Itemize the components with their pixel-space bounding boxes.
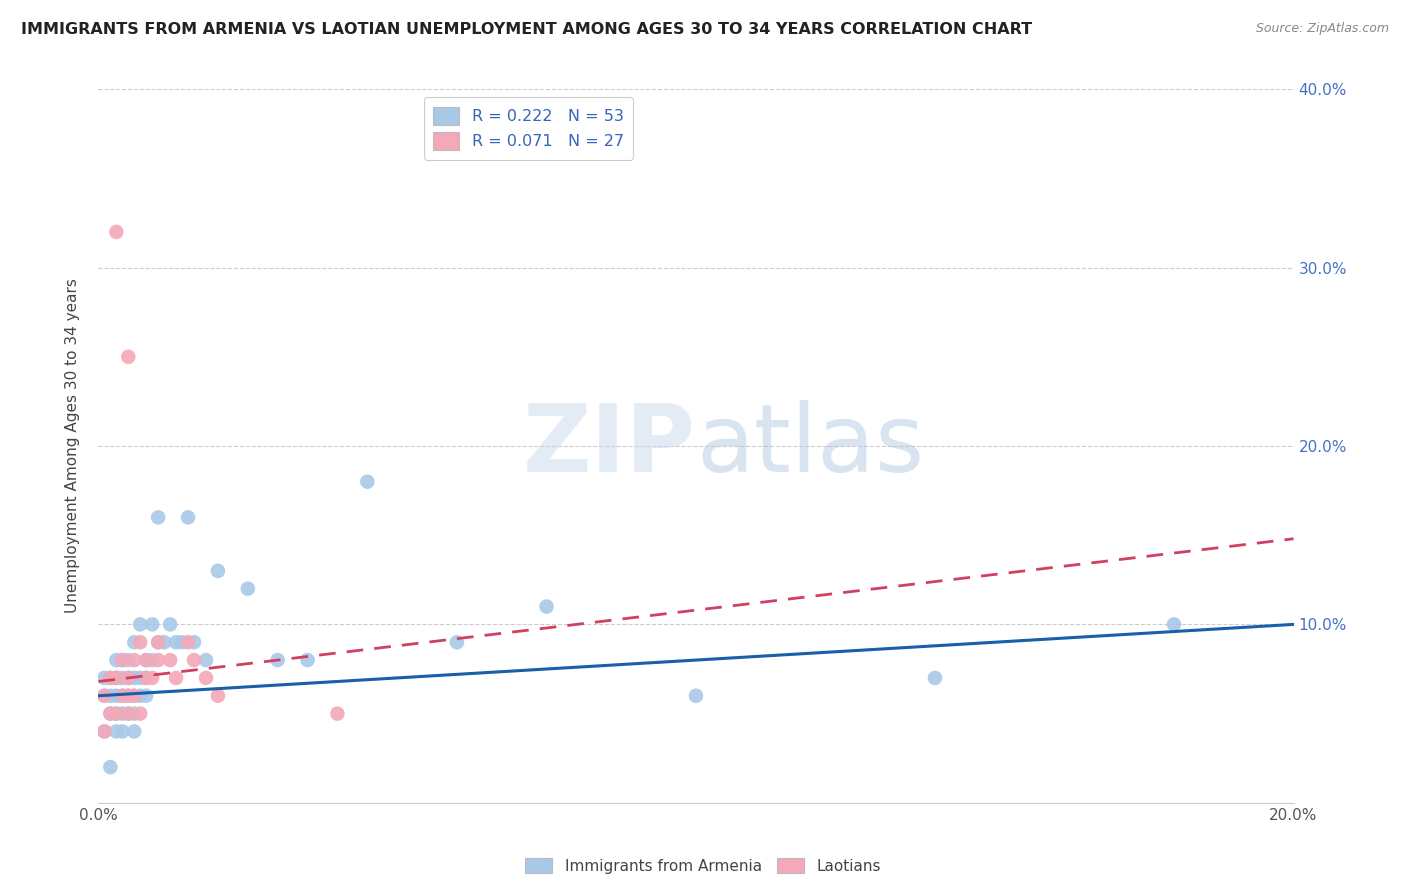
Point <box>141 653 163 667</box>
Point <box>924 671 946 685</box>
Point <box>111 689 134 703</box>
Point <box>100 760 122 774</box>
Point <box>105 706 128 721</box>
Point <box>105 225 128 239</box>
Point <box>105 671 128 685</box>
Point <box>183 653 205 667</box>
Point <box>124 689 146 703</box>
Point <box>297 653 319 667</box>
Point <box>111 653 134 667</box>
Point <box>172 635 194 649</box>
Point <box>129 635 152 649</box>
Point <box>93 689 115 703</box>
Text: atlas: atlas <box>696 400 924 492</box>
Point <box>195 671 218 685</box>
Point <box>105 706 128 721</box>
Point <box>93 724 115 739</box>
Point <box>105 724 128 739</box>
Point <box>129 617 152 632</box>
Point <box>326 706 349 721</box>
Point <box>117 706 139 721</box>
Point <box>111 706 134 721</box>
Point <box>117 671 139 685</box>
Text: Source: ZipAtlas.com: Source: ZipAtlas.com <box>1256 22 1389 36</box>
Point <box>685 689 707 703</box>
Point <box>135 671 157 685</box>
Point <box>148 653 170 667</box>
Point <box>124 653 146 667</box>
Point <box>135 653 157 667</box>
Point <box>129 671 152 685</box>
Text: ZIP: ZIP <box>523 400 696 492</box>
Point <box>100 689 122 703</box>
Point <box>236 582 259 596</box>
Point <box>536 599 558 614</box>
Point <box>153 635 176 649</box>
Point <box>148 635 170 649</box>
Point <box>129 706 152 721</box>
Point <box>165 635 187 649</box>
Point <box>141 617 163 632</box>
Point <box>100 671 122 685</box>
Point <box>111 724 134 739</box>
Point <box>446 635 468 649</box>
Point <box>111 671 134 685</box>
Point <box>117 689 139 703</box>
Point <box>159 617 181 632</box>
Point <box>207 689 229 703</box>
Point <box>100 671 122 685</box>
Point <box>117 671 139 685</box>
Y-axis label: Unemployment Among Ages 30 to 34 years: Unemployment Among Ages 30 to 34 years <box>65 278 80 614</box>
Point <box>195 653 218 667</box>
Point <box>93 671 115 685</box>
Point <box>100 706 122 721</box>
Text: IMMIGRANTS FROM ARMENIA VS LAOTIAN UNEMPLOYMENT AMONG AGES 30 TO 34 YEARS CORREL: IMMIGRANTS FROM ARMENIA VS LAOTIAN UNEMP… <box>21 22 1032 37</box>
Point <box>1163 617 1185 632</box>
Point <box>165 671 187 685</box>
Point <box>93 724 115 739</box>
Point <box>93 689 115 703</box>
Point <box>183 635 205 649</box>
Point <box>124 635 146 649</box>
Point <box>124 671 146 685</box>
Point <box>177 510 200 524</box>
Point <box>117 653 139 667</box>
Point <box>267 653 290 667</box>
Legend: Immigrants from Armenia, Laotians: Immigrants from Armenia, Laotians <box>519 852 887 880</box>
Point <box>129 689 152 703</box>
Point <box>148 510 170 524</box>
Point <box>117 706 139 721</box>
Point <box>124 689 146 703</box>
Point <box>117 350 139 364</box>
Point <box>148 635 170 649</box>
Point <box>117 689 139 703</box>
Point <box>135 689 157 703</box>
Point <box>141 671 163 685</box>
Point <box>105 671 128 685</box>
Point <box>100 706 122 721</box>
Point <box>111 689 134 703</box>
Point <box>356 475 378 489</box>
Legend: R = 0.222   N = 53, R = 0.071   N = 27: R = 0.222 N = 53, R = 0.071 N = 27 <box>423 97 634 160</box>
Point <box>207 564 229 578</box>
Point <box>124 724 146 739</box>
Point <box>105 653 128 667</box>
Point <box>159 653 181 667</box>
Point <box>124 706 146 721</box>
Point <box>105 689 128 703</box>
Point <box>135 653 157 667</box>
Point <box>177 635 200 649</box>
Point <box>135 671 157 685</box>
Point <box>111 653 134 667</box>
